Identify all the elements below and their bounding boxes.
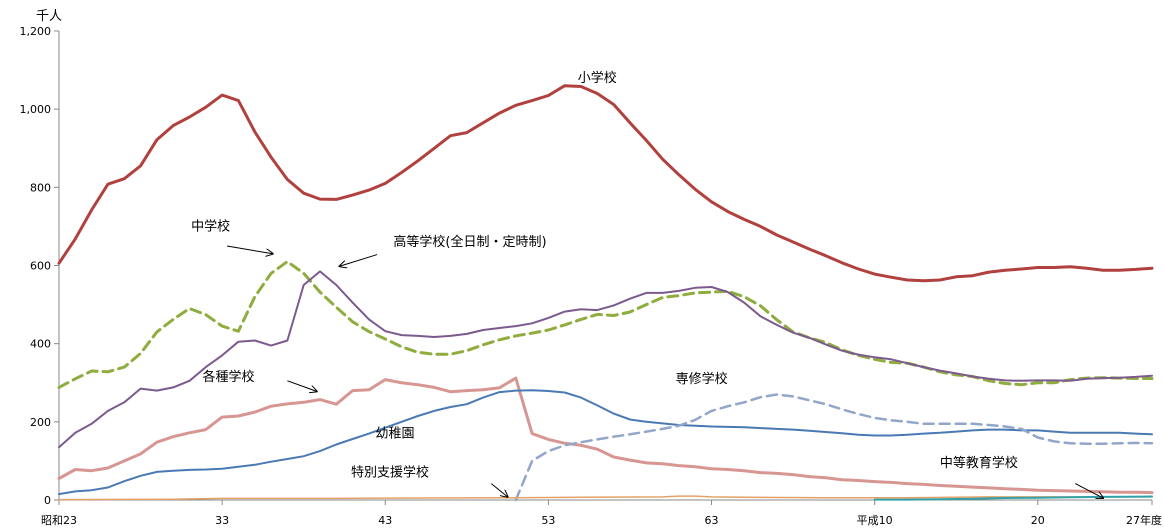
x-tick-label: 20 [1031,514,1045,527]
series-annotation-label: 高等学校(全日制・定時制) [393,234,546,250]
series-annotation-label: 各種学校 [203,369,255,385]
x-tick-label: 昭和23 [41,514,77,527]
series-annotation-label: 小学校 [578,70,617,86]
y-tick-label: 400 [30,338,51,351]
series-annotation-label: 幼稚園 [375,426,414,441]
series-annotation-label: 特別支援学校 [351,465,429,481]
annotation-arrow [490,483,507,497]
x-tick-label: 27年度 [1126,513,1162,527]
annotation-arrow [287,380,316,392]
series-line [57,376,1154,495]
x-tick-label: 43 [378,514,392,527]
y-tick-label: 0 [44,494,51,507]
y-axis-unit-label: 千人 [36,9,62,24]
annotation-arrow [1075,483,1103,498]
y-tick-label: 800 [30,181,51,194]
y-tick-label: 600 [30,260,51,273]
series-lines [57,84,1154,502]
y-tick-label: 200 [30,416,51,429]
series-line [58,389,1153,496]
series-annotation-label: 専修学校 [676,371,728,387]
series-annotation-label: 中学校 [191,218,230,234]
series-line [57,84,1154,283]
x-tick-label: 33 [215,514,229,527]
series-line [58,495,1153,501]
x-tick-label: 63 [705,514,719,527]
series-annotation-label: 中等教育学校 [940,455,1018,471]
annotation-arrow [340,254,378,267]
annotation-arrow [226,245,273,254]
axes: 0 200 400 600 800 1,000 1,200 昭和23 33 43 53 63 平成10 2… [20,25,1163,527]
x-tick-label: 平成10 [857,514,893,527]
series-line [873,495,1153,501]
y-tick-label: 1,000 [20,103,52,116]
y-tick-label: 1,200 [20,25,52,38]
series-line [58,270,1153,449]
series-line [57,260,1154,389]
series-line [514,393,1154,502]
x-tick-label: 53 [541,514,555,527]
